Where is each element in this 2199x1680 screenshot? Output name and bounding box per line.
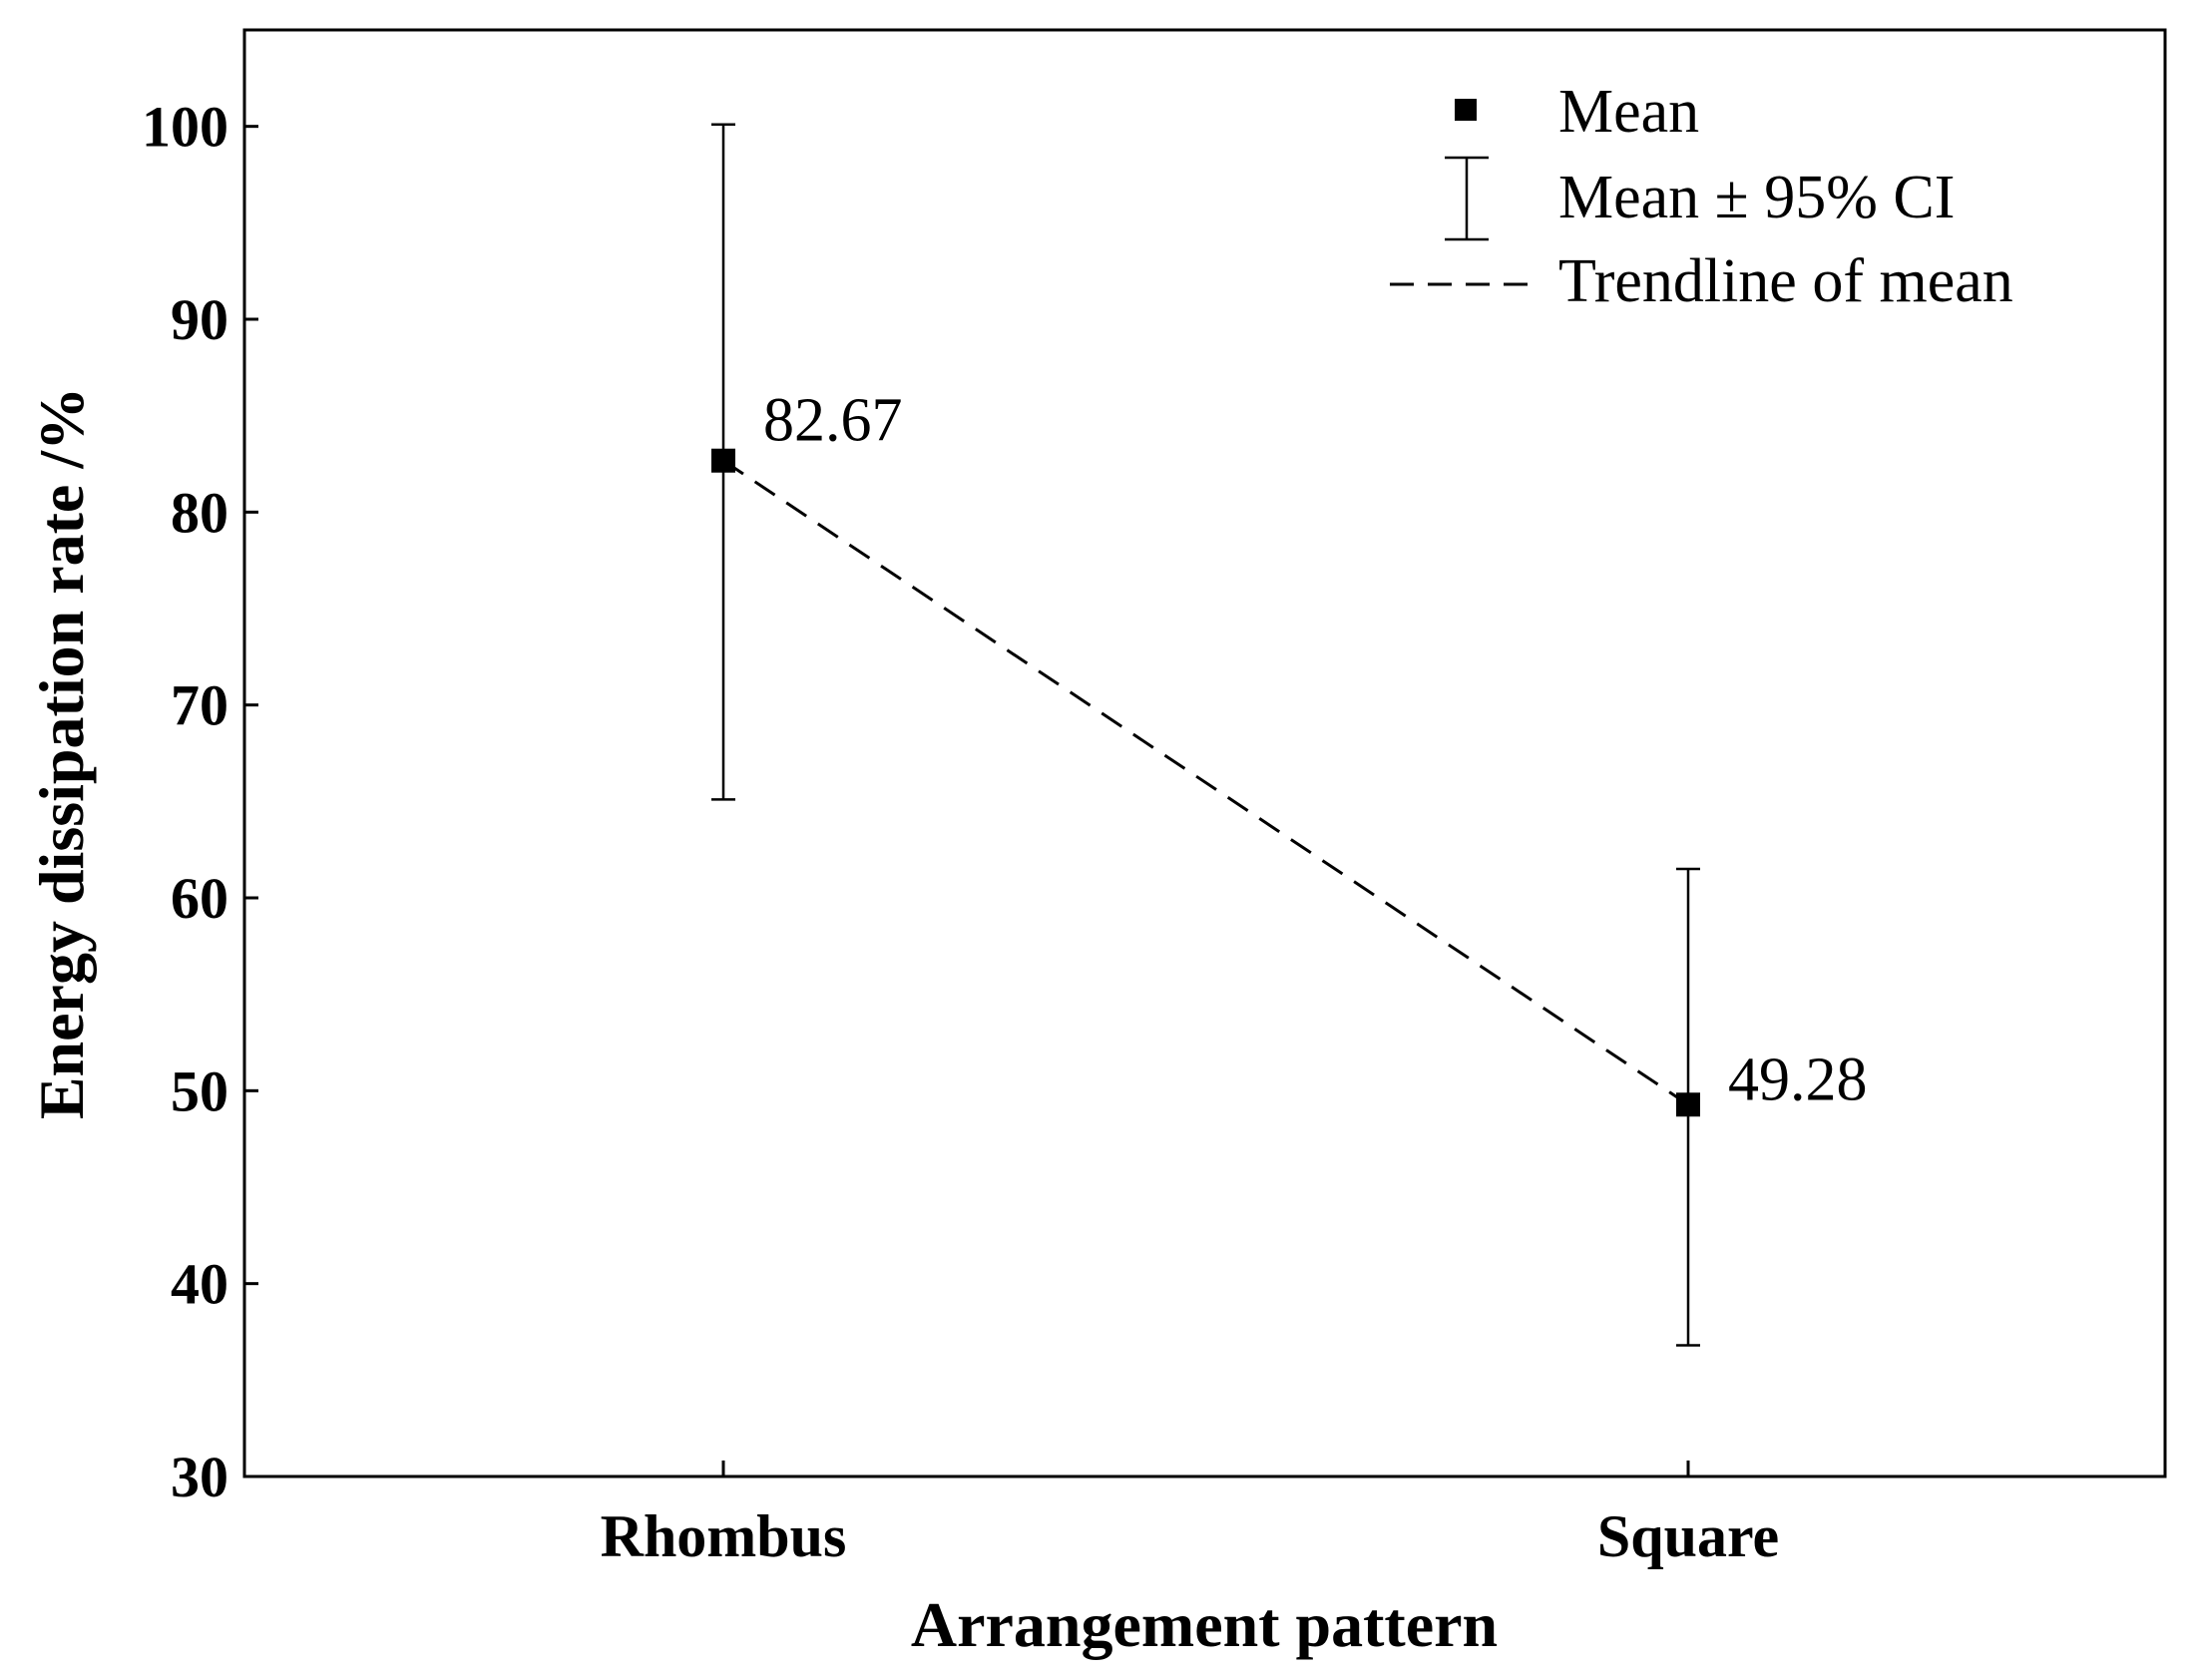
legend: Mean Mean ± 95% CI Trendline of mean — [1390, 78, 2013, 315]
y-axis-ticks: 30 40 50 60 70 80 90 100 — [142, 95, 258, 1509]
data-labels: 82.67 49.28 — [763, 387, 1868, 1114]
x-tick-label: Square — [1597, 1503, 1779, 1569]
mean-marker-rhombus — [711, 448, 735, 473]
legend-mean-label: Mean — [1558, 78, 1699, 146]
trendline — [722, 459, 1689, 1106]
trendline-group — [722, 459, 1689, 1106]
y-tick-label: 100 — [142, 95, 228, 160]
plot-frame — [242, 28, 2167, 1478]
y-tick-label: 40 — [171, 1252, 228, 1317]
legend-ci-icon — [1445, 156, 1489, 241]
mean-markers — [711, 448, 1700, 1117]
x-axis-ticks: Rhombus Square — [601, 1461, 1779, 1569]
y-tick-label: 50 — [171, 1058, 228, 1123]
x-tick-label: Rhombus — [601, 1503, 847, 1569]
data-label-rhombus: 82.67 — [763, 387, 903, 455]
mean-marker-square — [1676, 1092, 1700, 1117]
legend-ci-label: Mean ± 95% CI — [1558, 164, 1955, 231]
y-tick-label: 90 — [171, 287, 228, 352]
legend-trend-label: Trendline of mean — [1558, 247, 2013, 315]
legend-mean-marker — [1455, 99, 1477, 121]
y-tick-label: 80 — [171, 480, 228, 545]
y-tick-label: 60 — [171, 866, 228, 931]
y-tick-label: 30 — [171, 1445, 228, 1509]
y-axis-title: Energy dissipation rate /% — [26, 387, 97, 1119]
x-axis-title: Arrangement pattern — [911, 1589, 1498, 1660]
data-label-square: 49.28 — [1728, 1046, 1868, 1113]
error-bars — [711, 123, 1700, 1347]
y-tick-label: 70 — [171, 673, 228, 738]
